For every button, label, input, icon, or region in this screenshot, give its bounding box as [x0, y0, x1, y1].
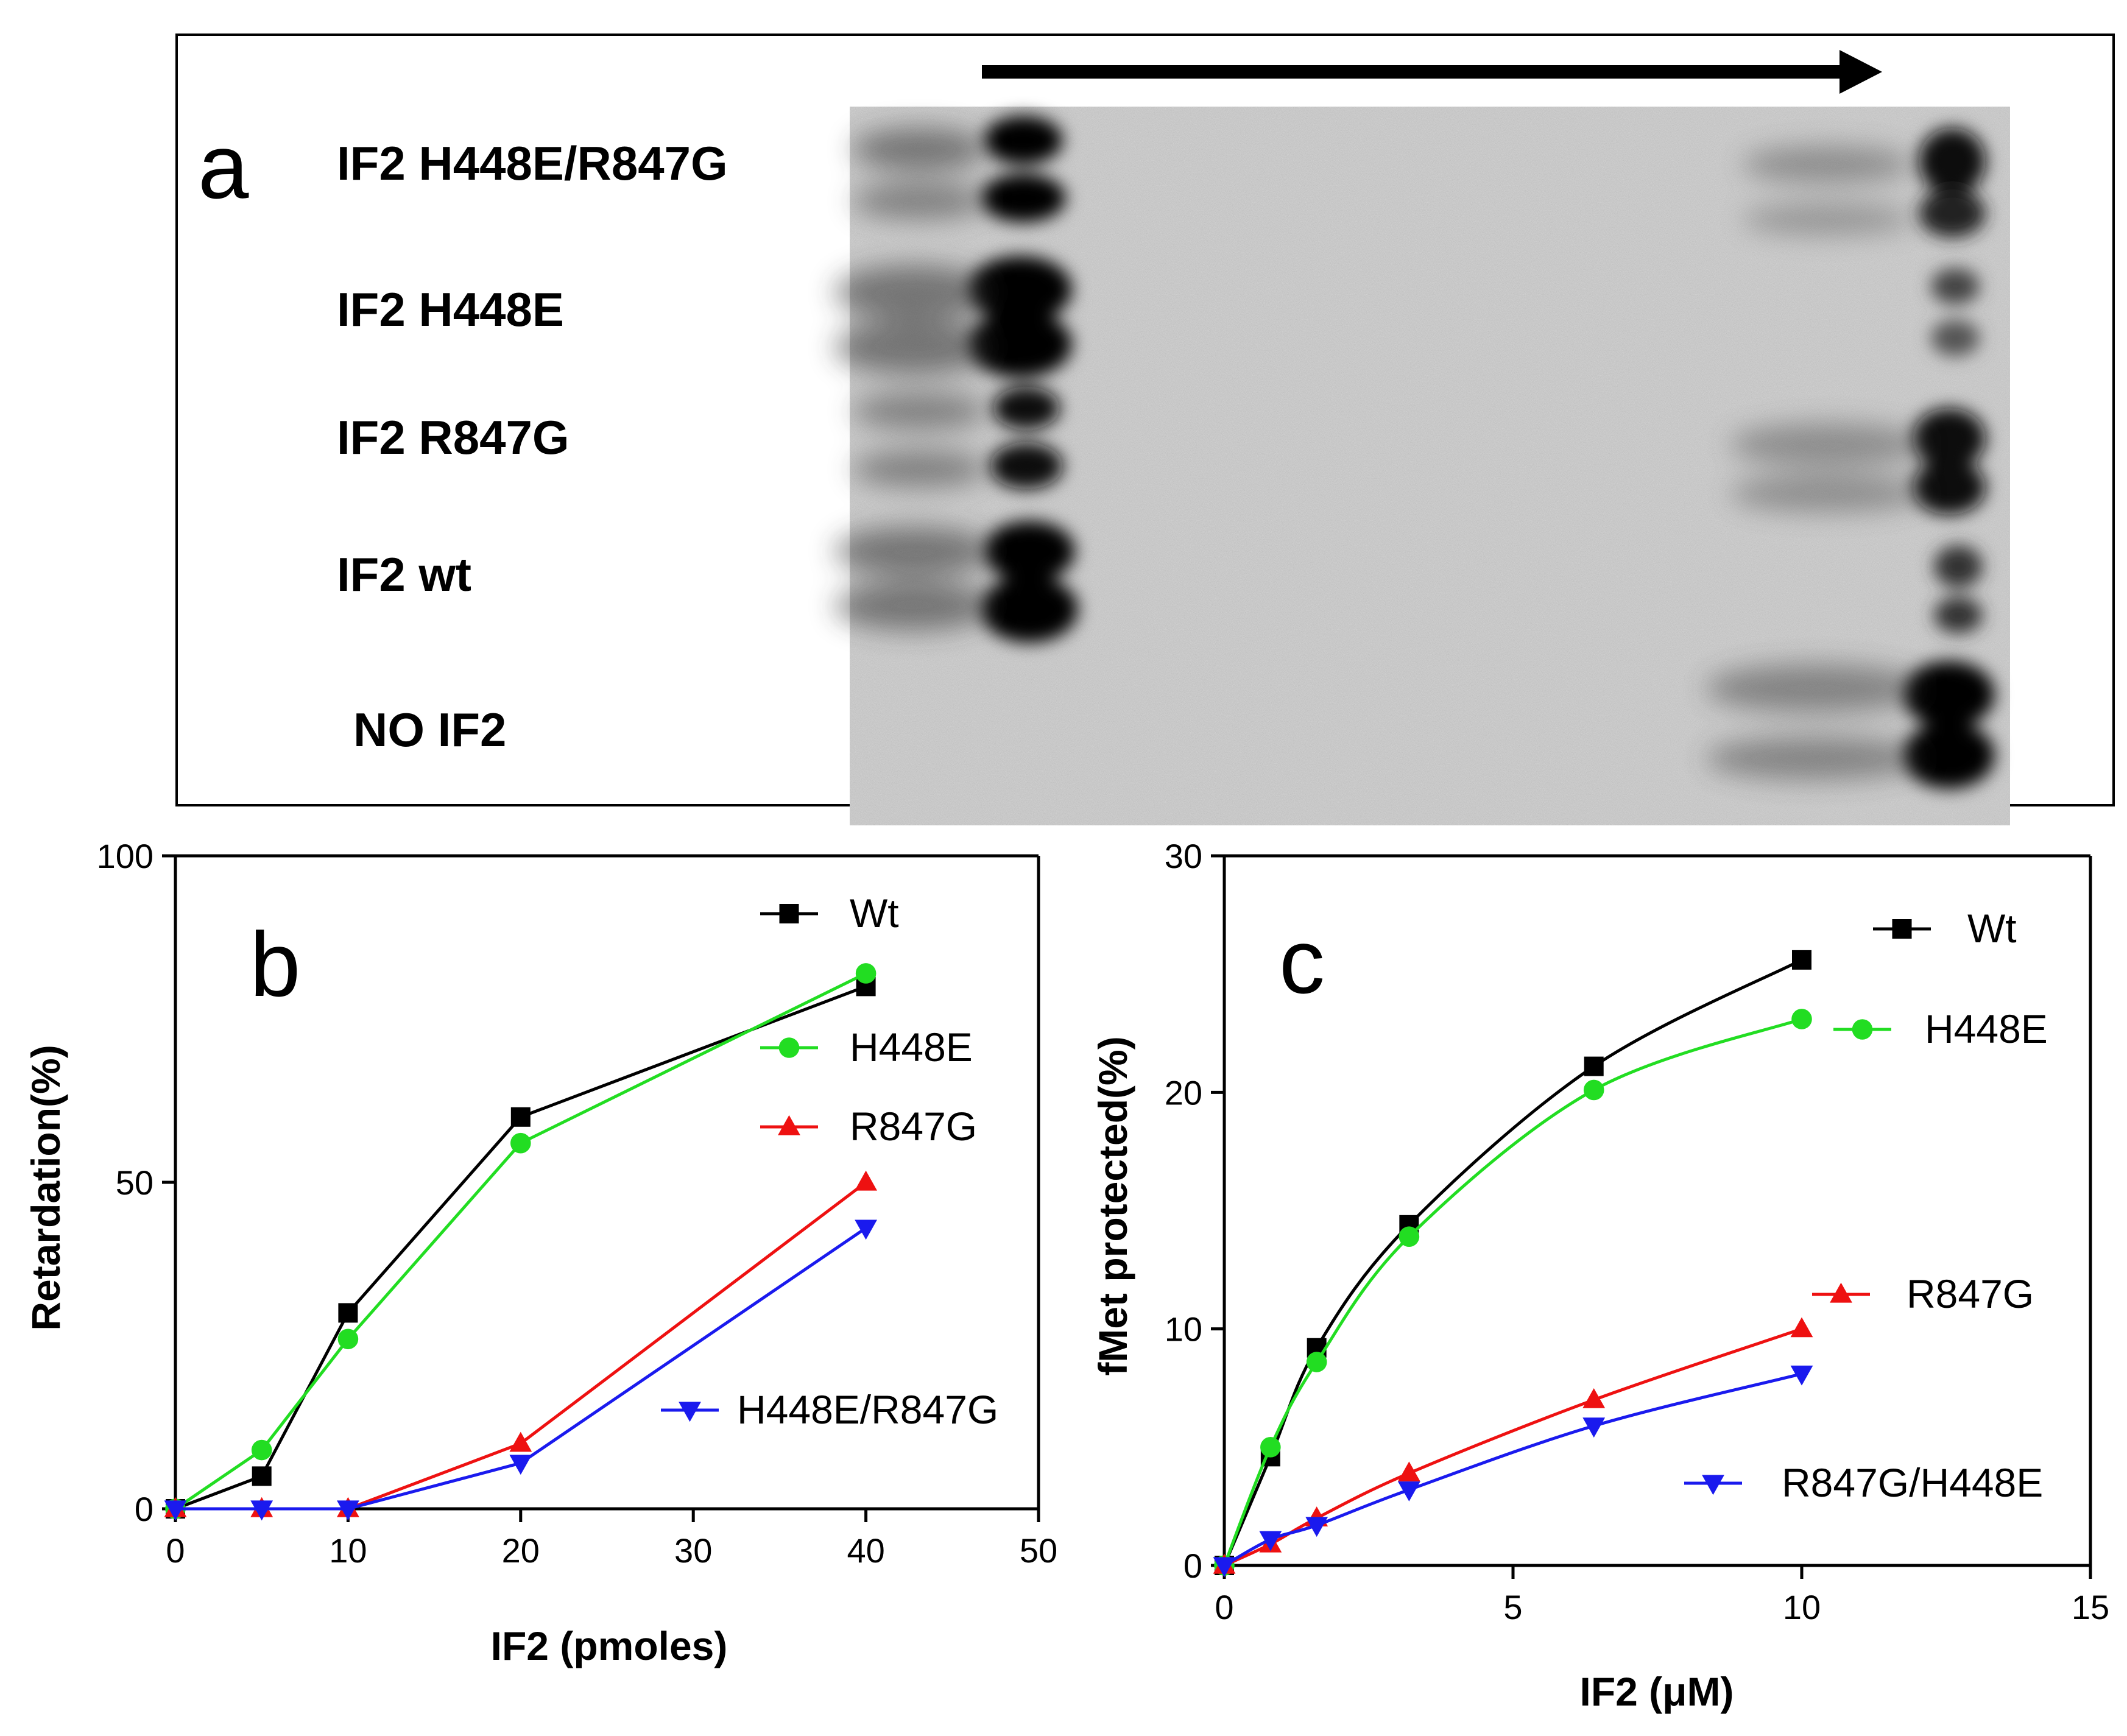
panel-b-letter: b: [250, 913, 300, 1015]
panel-b-legend-label: Wt: [850, 891, 899, 936]
panel-b: b 0 10 20 30 40 50 0 50 100 IF2 (pmoles) Retarda…: [23, 837, 1057, 1668]
panel-c-data-point: [1583, 1079, 1604, 1101]
panel-c-data-point: [1790, 1317, 1813, 1338]
panel-c-legend-label: R847G: [1907, 1271, 2034, 1316]
panel-c-y-tick-label: 10: [1165, 1310, 1202, 1349]
gel-lane-label: IF2 H448E/R847G: [337, 136, 728, 190]
panel-c-ylabel: fMet protected(%): [1090, 1036, 1135, 1375]
panel-b-ticks: 0 10 20 30 40 50 0 50 100: [97, 837, 1058, 1570]
panel-c-series-line: [1222, 958, 1803, 1566]
panel-b-x-tick-label: 20: [502, 1531, 540, 1570]
panel-b-data-point: [510, 1107, 531, 1127]
panel-c: c 0 5 10 15 0 10 20 30 IF2 (μM) fMet protected(…: [1090, 837, 2109, 1714]
panel-b-legend-label: H448E/R847G: [737, 1387, 998, 1432]
panel-c-series: [1213, 950, 1813, 1578]
gel-bands-free: [1903, 128, 1995, 789]
panel-c-legend-label: Wt: [1967, 906, 2017, 951]
panel-b-x-tick-label: 0: [166, 1531, 185, 1570]
panel-b-data-point: [855, 1219, 877, 1240]
panel-b-data-point: [509, 1431, 532, 1452]
panel-c-legend-marker: [1830, 1282, 1852, 1303]
panel-b-data-point: [509, 1455, 532, 1475]
panel-c-legend: Wt H448E R847G R847G/H448E: [1684, 906, 2048, 1505]
panel-b-data-point: [855, 1170, 877, 1191]
gel-lane-label: IF2 H448E: [337, 283, 564, 336]
panel-b-x-tick-label: 30: [674, 1531, 712, 1570]
panel-b-x-tick-label: 50: [1020, 1531, 1057, 1570]
panel-b-legend-label: H448E: [850, 1025, 973, 1070]
panel-b-data-point: [855, 963, 877, 984]
panel-b-y-tick-label: 50: [116, 1163, 153, 1202]
panel-b-data-point: [338, 1303, 358, 1323]
gel-lane-label: IF2 R847G: [337, 411, 570, 464]
panel-c-legend-marker: [1852, 1019, 1873, 1040]
gel-bands-retarded: [968, 116, 1078, 643]
panel-c-y-tick-label: 0: [1183, 1547, 1202, 1585]
panel-b-series: [164, 963, 877, 1521]
panel-c-data-point: [1791, 1009, 1812, 1029]
gel-smears-left: [834, 128, 993, 630]
panel-b-legend-marker: [679, 1402, 701, 1422]
panel-c-axes: [1222, 854, 2092, 1567]
panel-c-series-line: [1223, 1372, 1802, 1567]
panel-c-data-point: [1397, 1481, 1420, 1501]
panel-c-legend-marker: [1702, 1475, 1724, 1495]
panel-b-y-tick-label: 100: [97, 837, 153, 875]
panel-b-legend-marker: [778, 1115, 800, 1135]
panel-c-data-point: [1397, 1461, 1420, 1482]
panel-c-x-tick-label: 15: [2072, 1588, 2109, 1626]
panel-c-data-point: [1584, 1056, 1604, 1076]
panel-c-data-point: [1306, 1352, 1327, 1372]
panel-c-legend-label: R847G/H448E: [1782, 1460, 2043, 1505]
panel-b-legend-marker: [779, 904, 799, 923]
panel-c-data-point: [1259, 1531, 1282, 1551]
panel-c-y-tick-label: 20: [1165, 1073, 1202, 1112]
panel-b-data-point: [164, 1500, 187, 1521]
panel-c-data-point: [1399, 1226, 1420, 1247]
panel-c-data-point: [1792, 950, 1811, 970]
panel-b-data-point: [337, 1328, 359, 1350]
panel-b-ylabel: Retardation(%): [23, 1045, 68, 1330]
panel-c-y-tick-label: 30: [1165, 837, 1202, 875]
panel-c-xlabel: IF2 (μM): [1579, 1669, 1734, 1714]
panel-c-data-point: [1260, 1437, 1281, 1458]
panel-b-y-tick-label: 0: [135, 1490, 153, 1528]
panel-b-data-point: [510, 1132, 531, 1154]
panel-c-data-point: [1790, 1365, 1813, 1386]
panel-c-legend-marker: [1892, 919, 1912, 939]
panel-b-xlabel: IF2 (pmoles): [491, 1623, 728, 1668]
panel-c-x-tick-label: 0: [1215, 1588, 1233, 1626]
panel-b-data-point: [252, 1466, 272, 1486]
panel-b-x-tick-label: 10: [329, 1531, 367, 1570]
gel-image: [834, 107, 2010, 825]
gel-lane-label: IF2 wt: [337, 548, 471, 601]
panel-a: a IF2 H448E/R847G IF2 H448E IF2 R847G IF…: [175, 34, 2115, 825]
panel-b-data-point: [250, 1500, 273, 1521]
panel-c-x-tick-label: 5: [1503, 1588, 1522, 1626]
migration-arrow: [982, 50, 1882, 94]
panel-c-letter: c: [1279, 910, 1325, 1012]
panel-b-data-point: [337, 1500, 359, 1521]
panel-c-legend-label: H448E: [1925, 1006, 2048, 1051]
panel-b-legend: Wt H448E R847G H448E/R847G: [661, 891, 998, 1432]
panel-c-x-tick-label: 10: [1783, 1588, 1821, 1626]
panel-b-data-point: [251, 1439, 272, 1461]
panel-b-x-tick-label: 40: [847, 1531, 884, 1570]
gel-smears-right: [1705, 146, 1925, 780]
panel-c-data-point: [1305, 1517, 1328, 1537]
panel-b-legend-marker: [778, 1037, 800, 1058]
gel-lane-label: NO IF2: [353, 703, 506, 757]
panel-a-letter: a: [198, 115, 249, 217]
panel-c-data-point: [1213, 1557, 1236, 1578]
panel-b-legend-label: R847G: [850, 1104, 977, 1149]
panel-c-data-point: [1582, 1388, 1606, 1408]
panel-c-data-point: [1582, 1417, 1606, 1438]
